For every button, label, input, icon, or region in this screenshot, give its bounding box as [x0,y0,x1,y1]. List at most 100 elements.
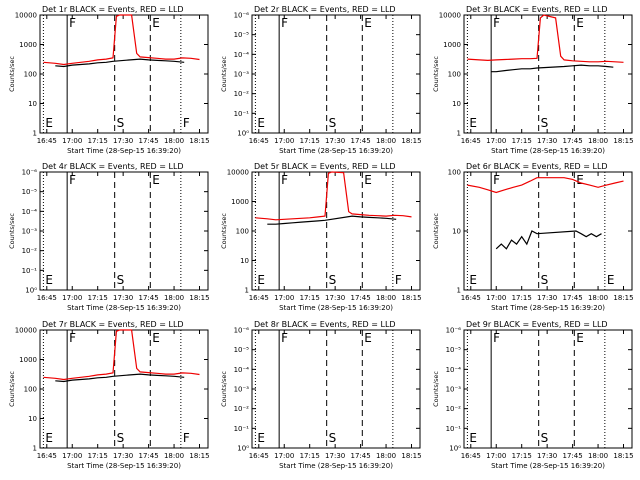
y-tick-label: 10 [452,228,461,236]
marker-label: E [257,116,265,130]
y-tick-label: 10⁰ [237,130,249,138]
x-tick-label: 18:00 [164,452,184,460]
x-tick-label: 17:30 [325,294,345,302]
series-events-line [495,230,602,250]
x-tick-label: 16:45 [461,137,481,145]
y-axis-label: Counts/sec [432,56,440,92]
x-tick-label: 18:15 [189,452,209,460]
marker-label: S [541,116,549,130]
marker-label: S [541,431,549,445]
marker-label: F [183,431,190,445]
x-tick-label: 17:15 [88,137,108,145]
y-tick-label: 100 [448,169,461,177]
marker-label: S [329,116,337,130]
marker-label: E [364,331,372,345]
y-axis-label: Counts/sec [220,371,228,407]
x-tick-label: 18:00 [164,137,184,145]
x-tick-label: 17:45 [351,137,371,145]
marker-label: S [117,116,125,130]
x-tick-label: 17:15 [88,294,108,302]
x-tick-label: 17:30 [113,294,133,302]
y-tick-label: 10⁻⁵ [22,188,38,196]
y-tick-label: 10 [240,257,249,265]
y-axis-label: Counts/sec [220,56,228,92]
x-tick-label: 18:00 [588,137,608,145]
x-tick-label: 17:15 [300,137,320,145]
panel-9: Det 9r BLACK = Events, RED = LLD 10⁰ 10⁻¹ 1… [432,320,634,470]
x-axis-label: Start Time (28-Sep-15 16:39:20) [279,147,393,155]
x-tick-label: 17:15 [512,452,532,460]
x-axis-label: Start Time (28-Sep-15 16:39:20) [491,147,605,155]
marker-label: F [395,273,402,287]
series-lld-line [467,177,624,194]
x-tick-label: 18:00 [376,137,396,145]
panel-4: Det 4r BLACK = Events, RED = LLD 10⁰ 10⁻¹ 1… [8,162,210,312]
y-tick-label: 10⁻⁴ [446,366,462,374]
panel-title: Det 5r BLACK = Events, RED = LLD [254,162,396,171]
marker-label: E [364,16,372,30]
marker-label: S [117,431,125,445]
x-axis-label: Start Time (28-Sep-15 16:39:20) [491,304,605,312]
series-lld-line [43,329,200,381]
x-tick-label: 18:15 [613,452,633,460]
y-tick-label: 10⁻² [234,405,250,413]
marker-label: E [607,273,615,287]
x-tick-label: 18:00 [376,452,396,460]
x-tick-label: 18:15 [401,137,421,145]
x-tick-label: 18:00 [376,294,396,302]
x-tick-label: 17:30 [537,452,557,460]
marker-label: F [493,173,500,187]
x-tick-label: 16:45 [37,294,57,302]
y-tick-label: 10⁻⁶ [234,12,250,20]
x-tick-label: 17:45 [563,452,583,460]
series-events-line [267,215,397,225]
x-tick-label: 17:30 [325,137,345,145]
x-tick-label: 17:00 [62,294,82,302]
y-axis-label: Counts/sec [8,213,16,249]
marker-label: E [45,431,53,445]
y-tick-label: 10⁻³ [234,386,250,394]
panel-6: Det 6r BLACK = Events, RED = LLD 1 10 100 Co… [432,162,634,312]
marker-label: E [45,116,53,130]
panel-title: Det 3r BLACK = Events, RED = LLD [466,5,608,14]
y-tick-label: 1000 [19,356,37,364]
x-tick-label: 17:00 [486,137,506,145]
x-tick-label: 17:45 [563,294,583,302]
y-tick-label: 10000 [15,327,37,335]
x-tick-label: 18:15 [401,452,421,460]
y-axis-label: Counts/sec [432,213,440,249]
series-lld-line [43,14,200,66]
marker-label: S [117,273,125,287]
x-axis-label: Start Time (28-Sep-15 16:39:20) [67,462,181,470]
y-tick-label: 10 [28,415,37,423]
x-tick-label: 16:45 [461,452,481,460]
marker-label: E [45,273,53,287]
marker-label: E [152,331,160,345]
y-axis-label: Counts/sec [8,371,16,407]
x-tick-label: 17:00 [274,452,294,460]
y-tick-label: 10⁻³ [234,71,250,79]
y-tick-label: 10⁻³ [446,386,462,394]
y-tick-label: 10⁻¹ [234,110,250,118]
x-tick-label: 17:00 [486,294,506,302]
x-tick-label: 18:00 [588,452,608,460]
y-tick-label: 10⁰ [237,445,249,453]
marker-label: E [257,431,265,445]
y-tick-label: 1 [33,445,37,453]
x-tick-label: 17:15 [88,452,108,460]
x-tick-label: 17:45 [139,137,159,145]
x-axis-label: Start Time (28-Sep-15 16:39:20) [67,304,181,312]
series-events-line [55,373,185,383]
y-tick-label: 10⁻² [234,90,250,98]
panel-2: Det 2r BLACK = Events, RED = LLD 10⁰ 10⁻¹ 1… [220,5,422,155]
x-axis-label: Start Time (28-Sep-15 16:39:20) [279,462,393,470]
x-tick-label: 17:45 [351,452,371,460]
y-tick-label: 10⁻⁶ [446,327,462,335]
marker-label: F [493,16,500,30]
y-tick-label: 10000 [439,12,461,20]
x-tick-label: 18:15 [189,294,209,302]
y-tick-label: 1 [457,287,461,295]
x-tick-label: 17:15 [512,294,532,302]
y-tick-label: 10⁻⁵ [234,31,250,39]
